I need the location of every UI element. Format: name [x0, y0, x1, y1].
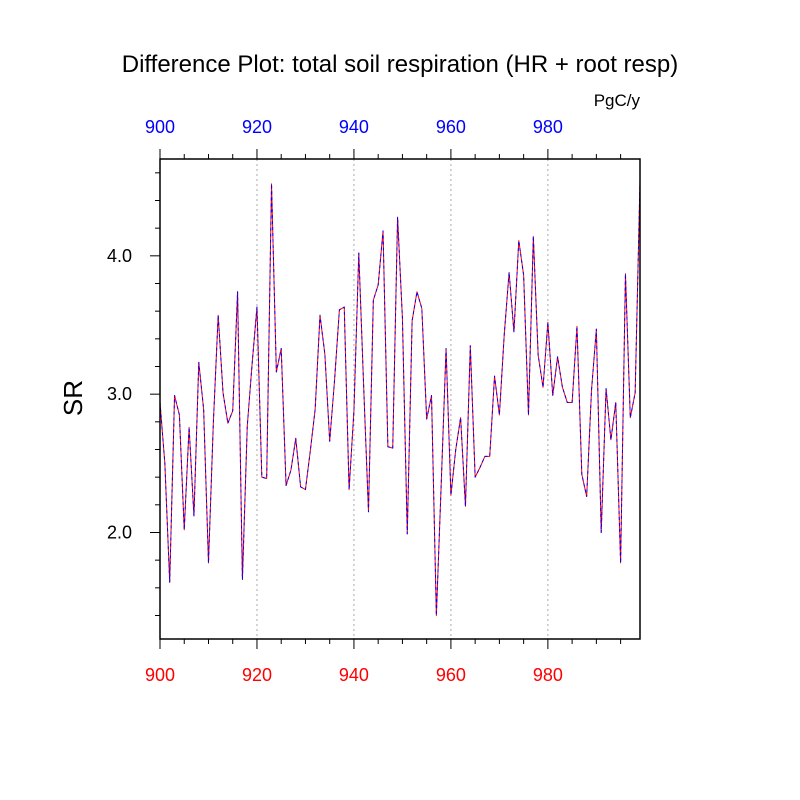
x-tick-label-top: 980 — [533, 117, 563, 137]
y-tick-label: 3.0 — [107, 384, 132, 404]
series-lines — [159, 181, 641, 616]
chart-title: Difference Plot: total soil respiration … — [122, 51, 678, 78]
tick-labels: 900 900 920 920 940 940 960 960 980 980 2.0 3.0 4.0 — [107, 117, 563, 685]
x-tick-label-bottom: 900 — [145, 665, 175, 685]
y-tick-label: 2.0 — [107, 522, 132, 542]
series-line-a — [159, 181, 641, 616]
y-tick-label: 4.0 — [107, 246, 132, 266]
x-tick-label-bottom: 920 — [242, 665, 272, 685]
grid-lines — [256, 159, 549, 639]
plot-frame — [159, 158, 641, 640]
x-tick-label-top: 920 — [242, 117, 272, 137]
y-axis-label: SR — [58, 380, 88, 416]
x-tick-label-top: 900 — [145, 117, 175, 137]
x-tick-label-bottom: 980 — [533, 665, 563, 685]
x-tick-label-top: 940 — [339, 117, 369, 137]
axis-ticks — [150, 149, 622, 649]
x-tick-label-bottom: 940 — [339, 665, 369, 685]
x-tick-label-top: 960 — [436, 117, 466, 137]
units-label: PgC/y — [594, 91, 641, 110]
x-tick-label-bottom: 960 — [436, 665, 466, 685]
series-line-b — [159, 181, 641, 616]
